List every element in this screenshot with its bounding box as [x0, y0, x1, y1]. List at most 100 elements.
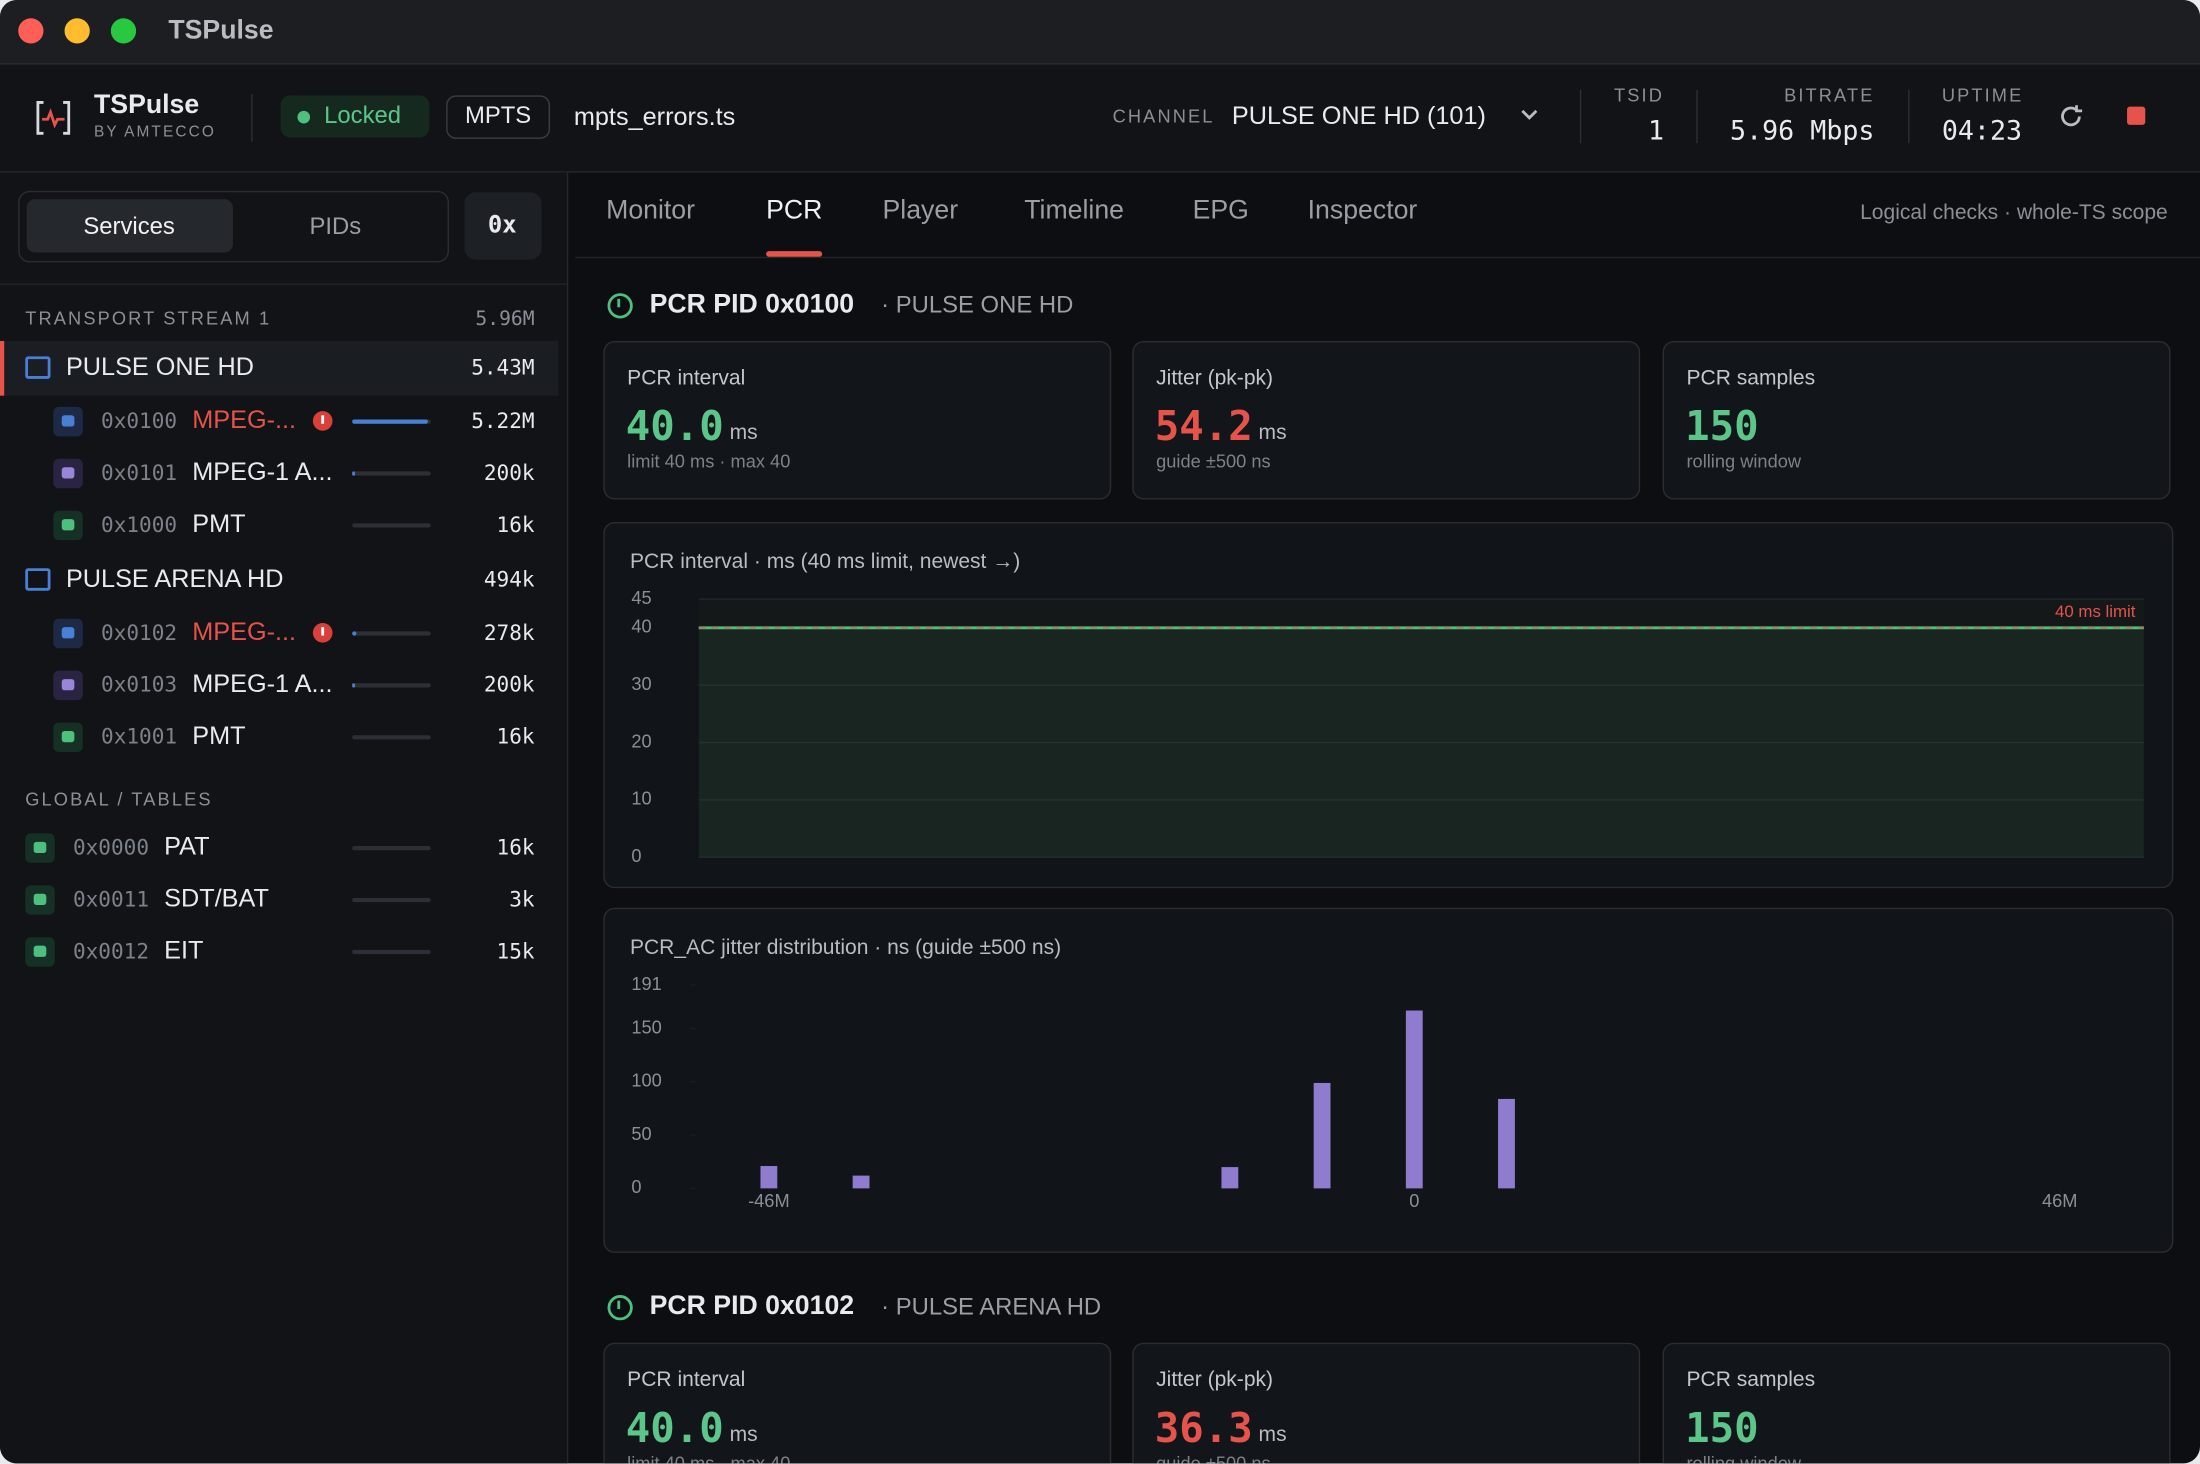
- pid-rate: 16k: [496, 723, 535, 750]
- table-name[interactable]: EIT: [164, 936, 204, 965]
- metric-card: [603, 340, 1112, 500]
- channel-select[interactable]: PULSE ONE HD (101): [1231, 101, 1486, 130]
- close-button[interactable]: [18, 18, 44, 44]
- icon-glyph: [33, 893, 47, 905]
- format-pill: [446, 95, 550, 139]
- title-bar: [0, 0, 2200, 65]
- card-note: rolling window: [1686, 1452, 1802, 1464]
- table-name[interactable]: SDT/BAT: [164, 884, 269, 913]
- tsid: 1: [1647, 115, 1665, 147]
- pid-name[interactable]: PMT: [192, 721, 246, 750]
- pid-name[interactable]: MPEG-1 A...: [192, 457, 333, 486]
- divider: [1908, 89, 1910, 144]
- card-unit: ms: [729, 1422, 758, 1447]
- y-tick-label: 20: [631, 730, 651, 751]
- icon-glyph: [33, 945, 47, 957]
- card-unit: ms: [1258, 1422, 1287, 1447]
- metric-card: [603, 1342, 1112, 1464]
- clock-hand: [617, 298, 621, 308]
- hist-bar: [852, 1175, 870, 1189]
- pid-rate: 16k: [496, 834, 535, 861]
- tab-active-bg: [26, 199, 233, 253]
- pid-rate: 3k: [509, 886, 535, 912]
- card-note: limit 40 ms · max 40: [627, 1452, 791, 1464]
- channel-label: CHANNEL: [1112, 105, 1215, 127]
- pid: 0x0011: [72, 886, 149, 912]
- stop-button[interactable]: [2127, 106, 2146, 125]
- card-value: 150: [1685, 1403, 1759, 1452]
- main-tab[interactable]: EPG: [1192, 195, 1249, 226]
- main-tab[interactable]: PCR: [766, 195, 823, 226]
- card-label: Jitter (pk-pk): [1156, 1367, 1274, 1392]
- main-tab[interactable]: Player: [882, 195, 959, 226]
- y-tick-label: 150: [631, 1016, 661, 1037]
- clock-icon: [607, 293, 633, 319]
- pid: 0x0102: [101, 620, 178, 646]
- service-icon: [25, 568, 51, 591]
- icon-glyph: [61, 519, 75, 531]
- section-service: · PULSE ARENA HD: [881, 1293, 1102, 1321]
- pid-name[interactable]: MPEG-1 A...: [192, 669, 333, 698]
- pid: 0x0101: [101, 460, 178, 486]
- selected-marker: [0, 340, 5, 396]
- clock-icon: [607, 1295, 633, 1321]
- section-title: PCR PID 0x0100: [649, 289, 855, 320]
- hex-button[interactable]: [464, 192, 542, 260]
- pid-name[interactable]: MPEG-...: [192, 405, 297, 434]
- icon-glyph: [61, 415, 75, 427]
- rate-meter: [352, 949, 431, 954]
- app-name: TSPulse: [94, 90, 200, 121]
- x-tick-label: -46M: [748, 1190, 790, 1211]
- y-tick-label: 30: [631, 673, 651, 694]
- main-tab[interactable]: Timeline: [1024, 195, 1124, 226]
- card-label: Jitter (pk-pk): [1156, 366, 1274, 391]
- error-glyph: [321, 627, 325, 636]
- rate-meter: [352, 522, 431, 527]
- card-value: 54.2: [1154, 402, 1253, 450]
- selected-row: [0, 340, 559, 396]
- pid: 0x0100: [101, 408, 178, 434]
- chevron[interactable]: [1520, 108, 1540, 122]
- hist-bar: [760, 1166, 778, 1189]
- service-name[interactable]: PULSE ONE HD: [65, 352, 255, 381]
- main-tab[interactable]: Inspector: [1307, 195, 1418, 226]
- table-name[interactable]: PAT: [164, 832, 210, 861]
- rate-meter-fill: [352, 682, 356, 687]
- error-glyph: [321, 415, 325, 424]
- y-tick-label: 100: [631, 1070, 661, 1091]
- refresh-button[interactable]: [2057, 102, 2085, 130]
- icon-glyph: [61, 730, 75, 743]
- bitrate-label: BITRATE: [1784, 84, 1875, 106]
- bitrate: 5.96 Mbps: [1730, 115, 1875, 147]
- pid: 0x0000: [72, 834, 149, 861]
- rate-meter: [352, 682, 431, 687]
- pid-name[interactable]: MPEG-...: [192, 617, 297, 646]
- x-tick-label: 0: [1409, 1190, 1419, 1211]
- metric-card: [1132, 1342, 1641, 1464]
- metric-card: [1132, 340, 1641, 500]
- format: MPTS: [464, 102, 532, 129]
- card-value: 150: [1685, 402, 1759, 450]
- chart-panel: [603, 907, 2174, 1253]
- divider: [1579, 89, 1582, 144]
- card-label: PCR samples: [1686, 1367, 1816, 1392]
- pid-name[interactable]: PMT: [192, 509, 246, 538]
- area: [698, 627, 2144, 858]
- sidebar-tab[interactable]: Services: [83, 212, 175, 240]
- rate-meter-fill: [352, 418, 428, 424]
- main-tab[interactable]: Monitor: [606, 195, 696, 226]
- plot-area: [698, 599, 2144, 858]
- y-tick-label: 50: [631, 1123, 651, 1144]
- zoom-button[interactable]: [110, 18, 137, 44]
- sidebar-tab[interactable]: PIDs: [309, 212, 362, 240]
- hex-toggle[interactable]: 0x: [487, 211, 517, 240]
- stream-rate: 5.96M: [475, 308, 535, 331]
- tsid-label: TSID: [1614, 84, 1665, 106]
- minimize-button[interactable]: [64, 18, 90, 44]
- icon-glyph: [61, 627, 75, 639]
- rate-meter: [352, 734, 431, 739]
- rate-meter-fill: [352, 470, 356, 475]
- service-name[interactable]: PULSE ARENA HD: [65, 564, 284, 593]
- pid-rate: 200k: [483, 672, 535, 698]
